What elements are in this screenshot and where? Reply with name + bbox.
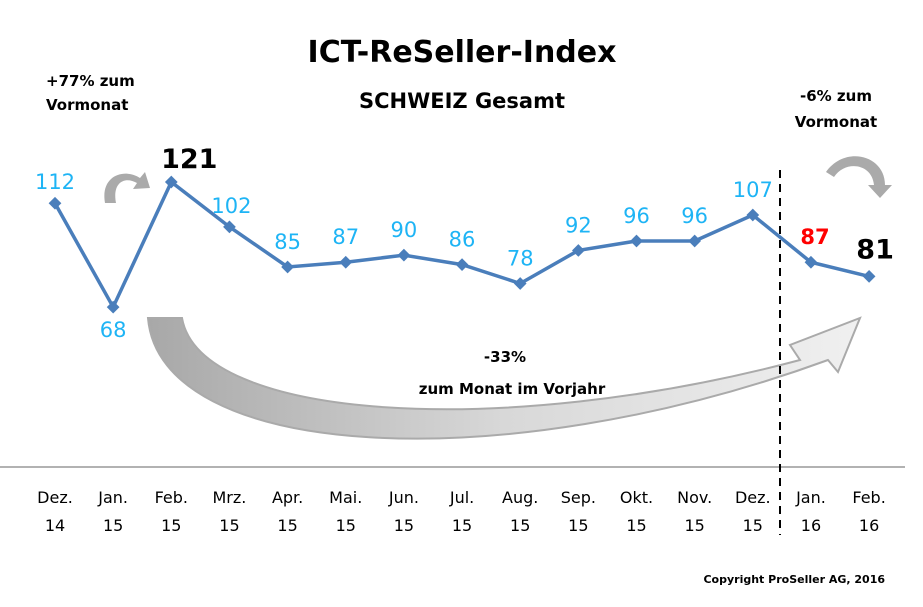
large-curved-arrow-icon — [146, 316, 862, 440]
data-label: 90 — [391, 218, 418, 242]
data-point — [862, 270, 876, 283]
data-point — [688, 234, 702, 248]
data-point — [164, 175, 178, 189]
chart-title: ICT-ReSeller-Index — [308, 35, 617, 70]
x-tick-label: 16 — [801, 516, 821, 535]
data-label: 102 — [211, 194, 251, 218]
data-label: 96 — [623, 204, 650, 228]
data-label: 92 — [565, 213, 592, 237]
x-tick-label: Apr. — [272, 488, 303, 507]
data-label: 78 — [507, 246, 534, 270]
x-tick-label: Mai. — [329, 488, 362, 507]
x-tick-label: Feb. — [852, 488, 885, 507]
data-label: 68 — [100, 318, 127, 342]
data-point — [397, 248, 411, 262]
data-point — [281, 260, 294, 274]
x-tick-label: Mrz. — [213, 488, 247, 507]
copyright: Copyright ProSeller AG, 2016 — [703, 573, 885, 586]
data-point — [455, 258, 469, 271]
x-tick-label: 15 — [452, 516, 472, 535]
data-label: 96 — [681, 204, 708, 228]
x-tick-label: Okt. — [620, 488, 653, 507]
x-tick-label: Jan. — [97, 488, 128, 507]
x-tick-label: 16 — [859, 516, 879, 535]
annotation-left-line1: +77% zum — [46, 72, 135, 90]
annotation-right-line2: Vormonat — [795, 113, 877, 131]
annotation-right-line1: -6% zum — [800, 87, 872, 105]
data-point — [223, 220, 236, 234]
annotation-left-line2: Vormonat — [46, 96, 128, 114]
x-tick-label: Sep. — [561, 488, 596, 507]
x-tick-label: 15 — [394, 516, 414, 535]
x-tick-label: 15 — [743, 516, 763, 535]
x-tick-label: Jan. — [795, 488, 826, 507]
x-tick-label: 15 — [161, 516, 181, 535]
data-label: 87 — [332, 225, 359, 249]
x-tick-label: 15 — [219, 516, 239, 535]
data-label: 87 — [800, 225, 829, 249]
data-label: 107 — [733, 178, 773, 202]
data-point — [48, 196, 62, 210]
x-tick-label: Dez. — [37, 488, 73, 507]
annotation-center-line1: -33% — [484, 348, 526, 366]
x-tick-label: 15 — [336, 516, 356, 535]
x-tick-label: 14 — [45, 516, 65, 535]
data-point — [630, 234, 643, 248]
small-curved-arrow-left-icon — [104, 172, 150, 203]
x-tick-label: 15 — [684, 516, 704, 535]
x-tick-label: Dez. — [735, 488, 771, 507]
data-point — [339, 255, 353, 269]
small-curved-arrow-right-icon — [826, 156, 892, 198]
x-tick-label: Feb. — [155, 488, 188, 507]
x-tick-label: 15 — [277, 516, 297, 535]
x-tick-label: 15 — [568, 516, 588, 535]
x-tick-label: Jun. — [388, 488, 419, 507]
x-tick-label: 15 — [626, 516, 646, 535]
x-tick-label: 15 — [103, 516, 123, 535]
x-tick-label: 15 — [510, 516, 530, 535]
data-label: 81 — [856, 234, 894, 265]
x-tick-label: Jul. — [449, 488, 474, 507]
x-tick-label: Nov. — [677, 488, 712, 507]
data-point — [106, 300, 120, 314]
data-label: 121 — [161, 144, 217, 175]
data-label: 86 — [449, 228, 476, 252]
x-tick-label: Aug. — [502, 488, 538, 507]
data-label: 112 — [35, 170, 75, 194]
chart-subtitle: SCHWEIZ Gesamt — [359, 89, 565, 113]
data-label: 85 — [274, 230, 301, 254]
annotation-center-line2: zum Monat im Vorjahr — [419, 380, 606, 398]
